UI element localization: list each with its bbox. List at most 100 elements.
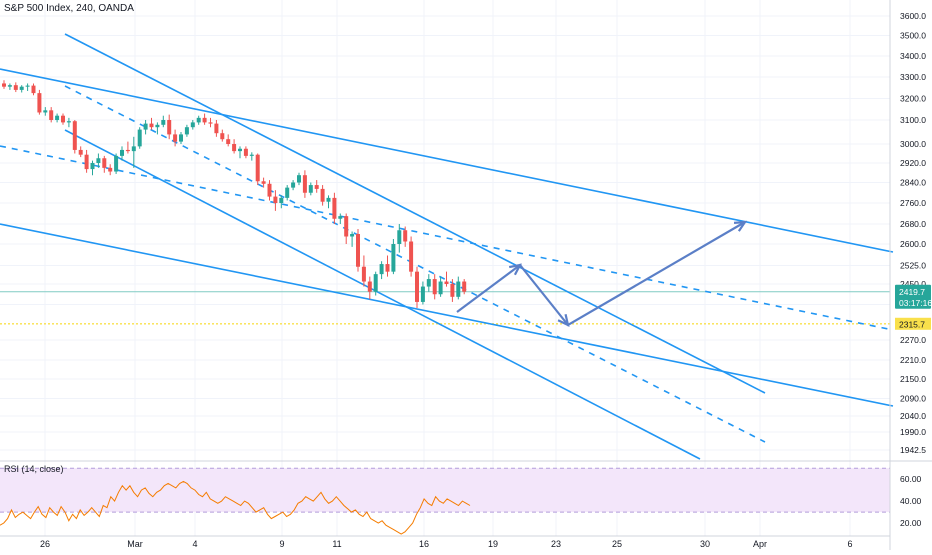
candle-body (432, 279, 437, 295)
candle-body (161, 120, 166, 125)
price-axis-tick: 2600.0 (900, 239, 926, 249)
candle-body (84, 154, 89, 170)
price-axis-tick: 3300.0 (900, 72, 926, 82)
candle-body (167, 120, 172, 135)
candle-body (297, 175, 301, 183)
candle-body (261, 181, 266, 184)
rsi-axis-tick: 40.00 (900, 496, 922, 506)
candle-body (308, 185, 313, 193)
rsi-band (0, 468, 890, 513)
candle-body (66, 121, 71, 123)
candle-body (332, 197, 337, 219)
time-axis-tick: 19 (488, 539, 498, 549)
time-axis-tick: 25 (612, 539, 622, 549)
trend-line (64, 33, 766, 394)
candle-body (143, 123, 148, 130)
rsi-axis-tick: 20.00 (900, 518, 922, 528)
candle-body (238, 148, 242, 152)
candle-body (249, 154, 254, 156)
candle-body (25, 85, 30, 87)
candle-body (108, 167, 113, 172)
candle-body (326, 197, 331, 202)
arrow-head (733, 220, 748, 232)
candle-body (403, 230, 408, 242)
candle-body (173, 134, 178, 142)
candle-body (444, 281, 449, 284)
price-axis-tick: 1942.5 (900, 445, 926, 455)
price-axis-tick: 2920.0 (900, 158, 926, 168)
candle-body (72, 121, 77, 150)
candle-body (220, 133, 225, 140)
arrow-head (557, 314, 570, 327)
candle-body (149, 123, 154, 128)
price-axis-tick: 2525.0 (900, 261, 926, 271)
candle-body (226, 139, 231, 144)
time-axis-tick: Mar (127, 539, 143, 549)
candle-body (114, 155, 119, 172)
price-axis-tick: 3400.0 (900, 51, 926, 61)
candle-body (367, 281, 372, 292)
candle-body (208, 122, 213, 124)
candle-body (7, 85, 12, 87)
candle-body (415, 271, 419, 302)
time-axis-tick: 23 (551, 539, 561, 549)
time-axis-tick: 4 (192, 539, 197, 549)
candle-body (397, 230, 402, 244)
candle-body (450, 284, 455, 297)
candle-body (420, 286, 425, 302)
candle-body (49, 110, 54, 120)
rsi-line (0, 480, 471, 535)
projection-path (456, 221, 746, 327)
price-axis-tick: 2090.0 (900, 394, 926, 404)
candle-body (302, 175, 307, 193)
candle-body (179, 134, 183, 142)
candle-body (78, 149, 83, 155)
price-badge-value: 2419.7 (899, 287, 925, 297)
price-axis-tick: 3100.0 (900, 115, 926, 125)
candle-body (55, 115, 60, 120)
price-axis-tick: 2450.0 (900, 279, 926, 289)
time-axis-tick: 30 (700, 539, 710, 549)
candle-body (120, 149, 124, 156)
time-axis-tick: 9 (279, 539, 284, 549)
candle-body (391, 244, 396, 272)
candle-body (232, 144, 237, 152)
candle-body (61, 115, 65, 123)
candle-body (285, 187, 290, 198)
candle-body (361, 266, 366, 282)
candle-body (255, 154, 260, 182)
candle-body (90, 163, 95, 170)
candle-body (13, 85, 18, 90)
candle-body (155, 124, 160, 128)
time-axis-tick: Apr (753, 539, 767, 549)
candle-body (131, 146, 136, 152)
candle-body (379, 264, 384, 275)
rsi-axis-tick: 60.00 (900, 474, 922, 484)
price-axis-tick: 3500.0 (900, 31, 926, 41)
candle-body (2, 83, 6, 87)
candle-body (356, 234, 360, 267)
price-axis-tick: 2270.0 (900, 335, 926, 345)
candle-body (202, 117, 207, 123)
candle-body (273, 196, 278, 203)
candle-body (456, 281, 461, 297)
candle-body (344, 216, 349, 237)
price-axis-tick: 2150.0 (900, 374, 926, 384)
candle-body (409, 241, 414, 272)
candle-body (462, 281, 467, 292)
candle-body (338, 216, 343, 219)
rsi-panel-label: RSI (14, close) (4, 464, 64, 474)
price-axis-tick: 2760.0 (900, 198, 926, 208)
candle-body (37, 93, 42, 113)
time-axis-tick: 26 (40, 539, 50, 549)
candle-body (426, 279, 431, 287)
candle-body (184, 127, 189, 135)
candle-body (385, 264, 390, 272)
candle-body (214, 123, 219, 134)
candle-body (19, 86, 24, 90)
countdown-value: 03:17:16 (899, 298, 932, 308)
level-badge (895, 317, 931, 330)
price-badge (895, 284, 931, 309)
